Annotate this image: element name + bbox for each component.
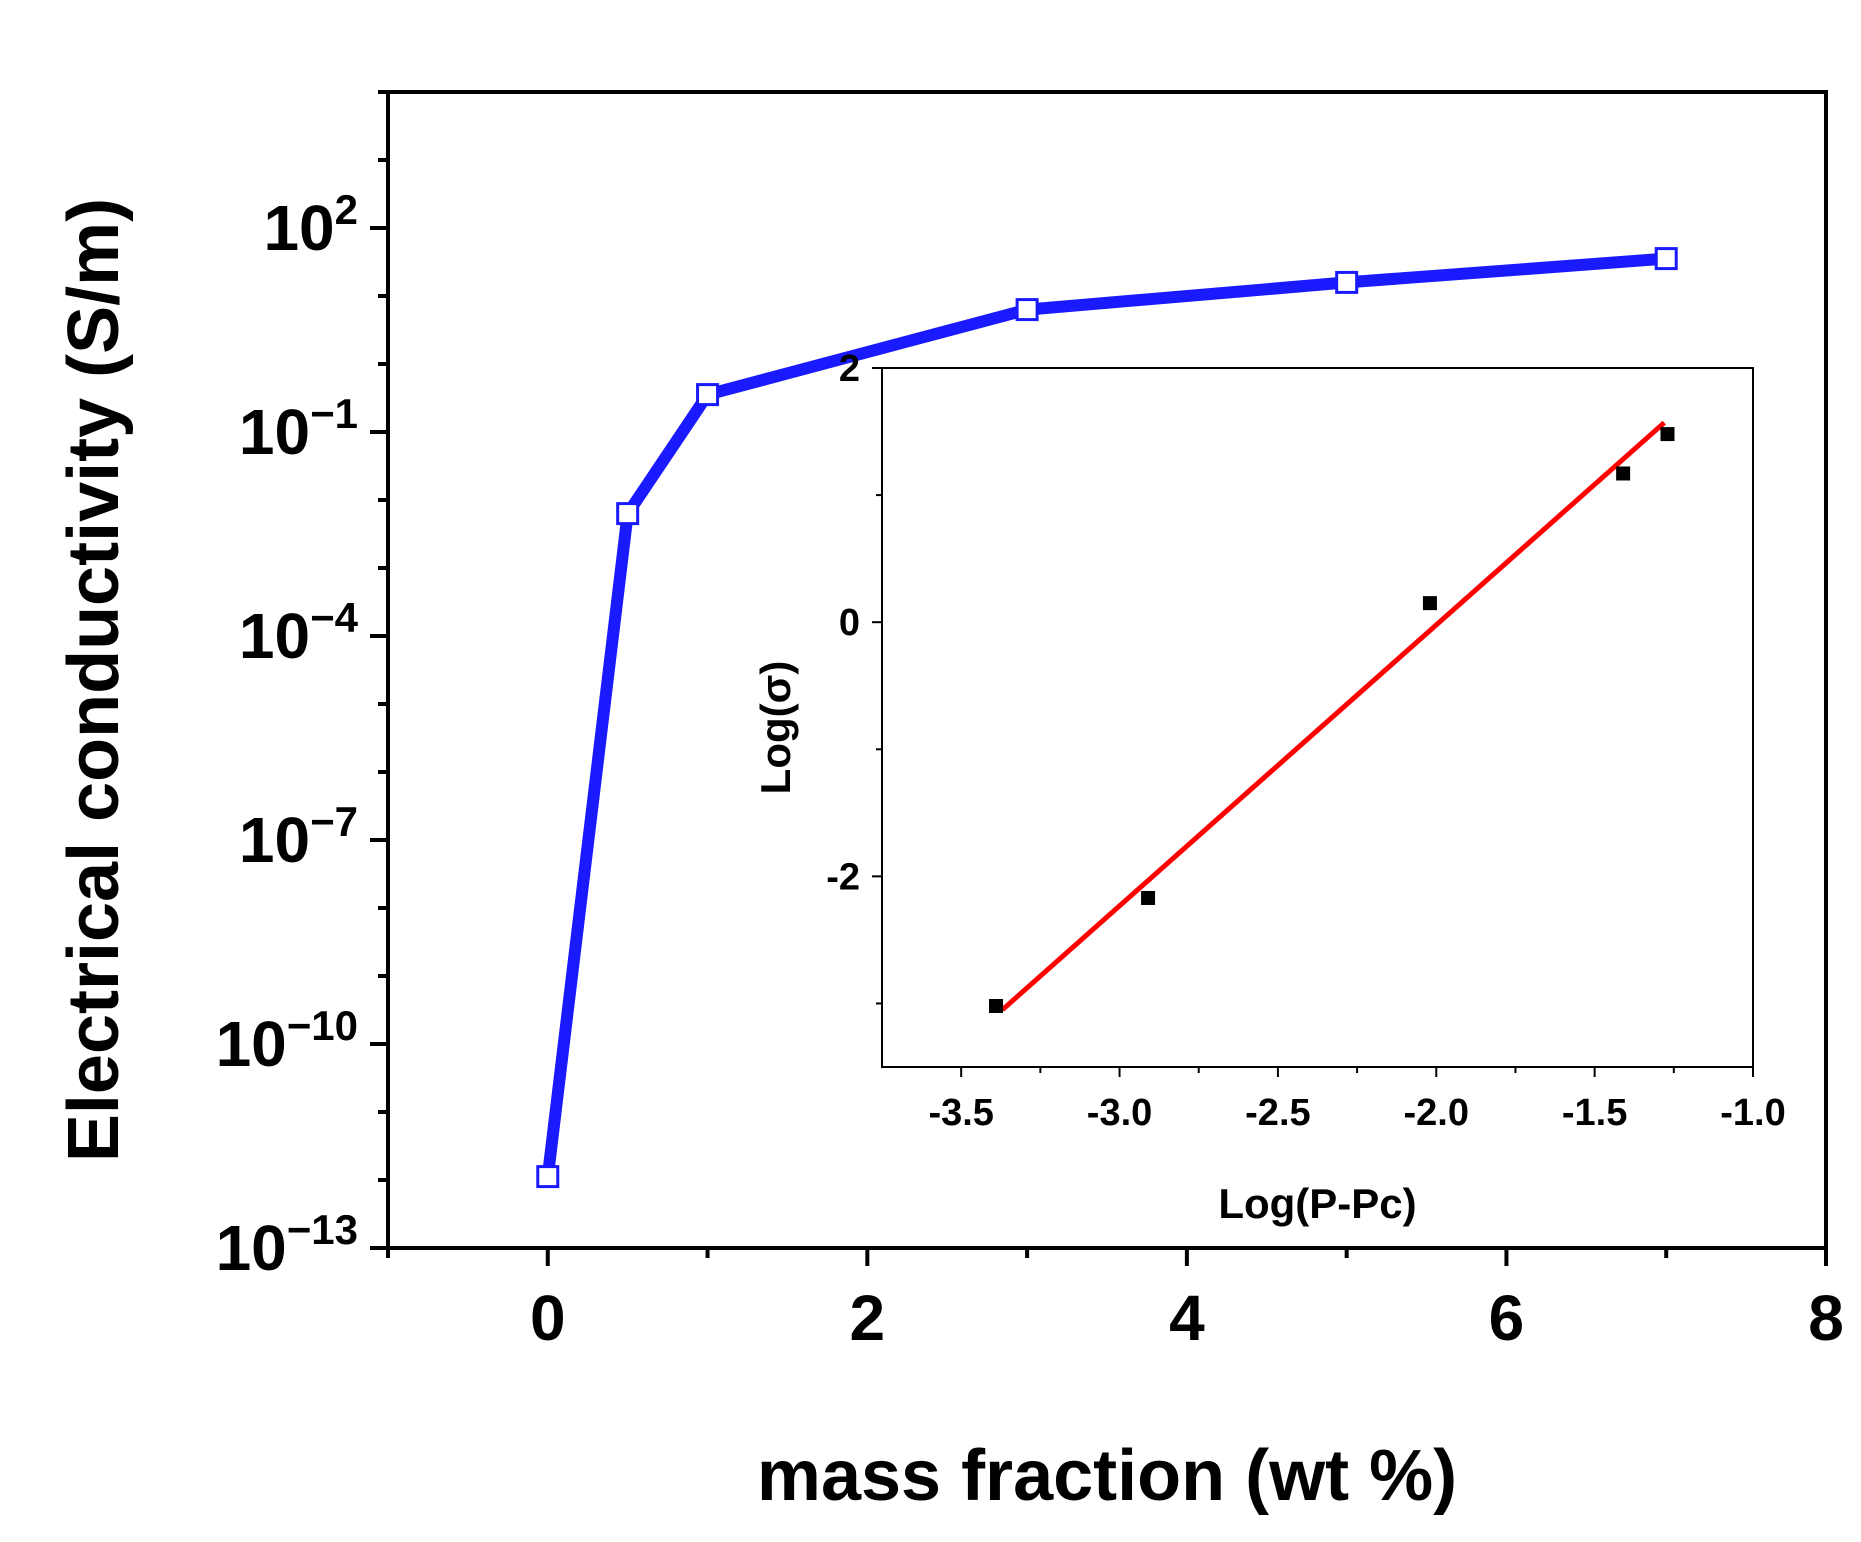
- main-x-tick-label: 8: [1808, 1282, 1844, 1354]
- main-data-point: [1015, 298, 1039, 322]
- inset-y-tick-label: 2: [839, 348, 860, 390]
- main-y-tick-label: 10−10: [216, 1002, 358, 1080]
- inset-data-point: [1422, 596, 1437, 611]
- inset-x-tick-label: -3.5: [928, 1092, 993, 1134]
- inset-x-tick-label: -3.0: [1087, 1092, 1152, 1134]
- main-x-tick-label: 4: [1169, 1282, 1205, 1354]
- inset-series: [989, 420, 1675, 1013]
- main-y-axis-title: Electrical conductivity (S/m): [54, 198, 134, 1162]
- main-y-tick-label: 10−7: [239, 798, 358, 876]
- main-data-point: [536, 1165, 560, 1189]
- inset-data-point: [1141, 890, 1156, 905]
- inset-x-axis-title: Log(P-Pc): [1218, 1180, 1416, 1227]
- inset-data-point: [1660, 427, 1675, 442]
- main-y-tick-label: 102: [263, 186, 358, 264]
- inset-y-tick-label: -2: [826, 856, 860, 898]
- inset-y-axis-title: Log(σ): [752, 661, 799, 795]
- inset-data-point: [1616, 466, 1631, 481]
- main-plot-frame: [386, 90, 1828, 1250]
- inset-plot-background: [882, 368, 1753, 1067]
- inset-plot-frame: [881, 367, 1754, 1068]
- main-x-axis-title: mass fraction (wt %): [757, 1436, 1457, 1516]
- inset-x-tick-label: -2.5: [1245, 1092, 1310, 1134]
- inset-x-tick-label: -1.5: [1562, 1092, 1627, 1134]
- main-data-point: [1335, 270, 1359, 294]
- inset-x-tick-label: -2.0: [1404, 1092, 1469, 1134]
- main-x-ticks: 0 2 4 6 8: [386, 1248, 1844, 1354]
- inset-plot: -3.5 -3.0 -2.5 -2.0 -1.5 -1.0 20-2 Log(P-Pc) …: [752, 348, 1786, 1227]
- main-series: [536, 247, 1678, 1189]
- main-data-point: [696, 383, 720, 407]
- main-x-tick-label: 0: [530, 1282, 566, 1354]
- main-x-tick-label: 2: [850, 1282, 886, 1354]
- main-data-point: [1654, 247, 1678, 271]
- main-series-line: [541, 252, 1667, 1178]
- main-y-tick-label: 10−4: [239, 594, 359, 672]
- main-data-point: [616, 502, 640, 526]
- main-plot: 0 2 4 6 8 102 10−1 10−4 10−7 10−10 10−13 mass fra…: [54, 90, 1844, 1516]
- main-y-ticks: 102 10−1 10−4 10−7 10−10 10−13: [216, 90, 388, 1284]
- main-y-tick-label: 10−1: [239, 390, 358, 468]
- inset-x-tick-label: -1.0: [1720, 1092, 1785, 1134]
- inset-y-tick-label: 0: [839, 602, 860, 644]
- inset-data-point: [989, 998, 1004, 1013]
- inset-fit-line: [1000, 420, 1666, 1012]
- inset-y-ticks: 2 0 -2: [826, 348, 882, 1005]
- main-y-tick-label: 10−13: [216, 1206, 358, 1284]
- inset-x-ticks: -3.5 -3.0 -2.5 -2.0 -1.5 -1.0: [928, 1067, 1786, 1134]
- main-x-tick-label: 6: [1489, 1282, 1525, 1354]
